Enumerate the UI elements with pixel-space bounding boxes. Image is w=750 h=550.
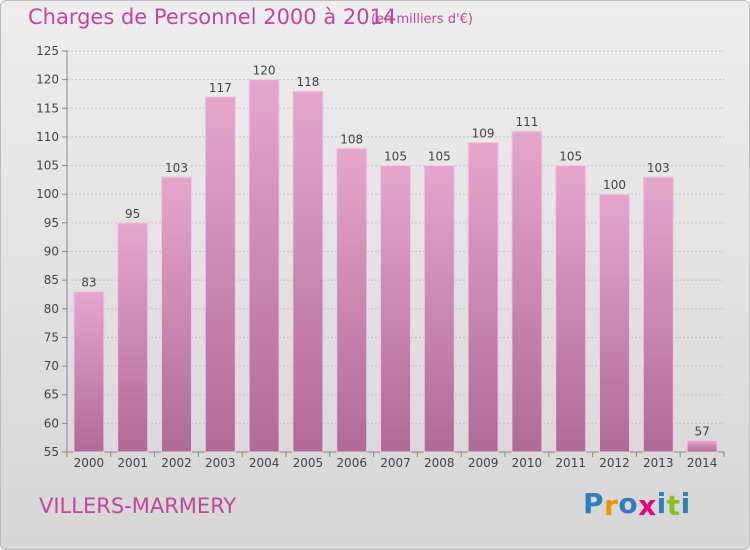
x-tick-label-2006: 2006 [336, 456, 367, 470]
bar-2006 [336, 147, 368, 453]
bar-2009 [467, 142, 499, 453]
y-tick-label: 95 [44, 216, 59, 230]
y-tick-label: 65 [44, 388, 59, 402]
value-label-2008: 105 [428, 150, 451, 164]
x-tick-label-2011: 2011 [555, 456, 586, 470]
bar-2007 [380, 165, 411, 453]
x-tick-label-2004: 2004 [249, 456, 280, 470]
logo-letter: P [583, 487, 605, 520]
value-label-2009: 109 [472, 127, 495, 141]
value-label-2003: 117 [209, 81, 232, 95]
y-tick-label: 115 [36, 101, 59, 115]
value-label-2007: 105 [384, 150, 407, 164]
y-tick-label: 60 [44, 416, 59, 430]
x-tick-label-2014: 2014 [687, 456, 718, 470]
y-tick-label: 110 [36, 130, 59, 144]
y-tick-label: 90 [44, 245, 59, 259]
x-tick-label-2013: 2013 [643, 456, 674, 470]
chart-title: Charges de Personnel 2000 à 2014 [28, 5, 397, 29]
bar-2003 [204, 96, 236, 453]
y-tick-label: 70 [44, 359, 59, 373]
y-tick-label: 120 [36, 73, 59, 87]
value-label-2010: 111 [515, 115, 538, 129]
logo-letter: i [680, 487, 691, 520]
chart-subtitle: (en milliers d'€) [371, 12, 473, 27]
bar-2002 [161, 176, 192, 453]
x-tick-label-2012: 2012 [599, 456, 630, 470]
value-label-2000: 83 [81, 276, 96, 290]
value-labels: 83 95 103 117 120 118 108 105 105 109 111 105 100 103… [81, 64, 709, 439]
bar-2004 [248, 79, 280, 453]
x-tick-label-2009: 2009 [468, 456, 499, 470]
logo-letter: i [656, 487, 667, 520]
x-tick-label-2000: 2000 [74, 456, 105, 470]
value-label-2011: 105 [559, 150, 582, 164]
value-label-2001: 95 [125, 207, 140, 221]
value-label-2002: 103 [165, 161, 188, 175]
x-tick-labels: 2000 2001 2002 2003 2004 2005 2006 2007 2008 2009… [74, 456, 718, 470]
bar-2013 [642, 176, 674, 453]
bar-2008 [423, 165, 455, 453]
bar-2000 [73, 291, 105, 453]
y-tick-label: 125 [36, 44, 59, 58]
y-tick-label: 80 [44, 302, 59, 316]
y-tick-label: 100 [36, 187, 59, 201]
value-label-2014: 57 [694, 425, 709, 439]
x-tick-label-2008: 2008 [424, 456, 455, 470]
bar-2010 [511, 130, 543, 453]
y-tick-label: 55 [44, 445, 59, 459]
x-tick-label-2005: 2005 [293, 456, 324, 470]
bar-2011 [555, 165, 587, 453]
proxiti-logo: Proxiti [583, 487, 691, 522]
y-tick-labels: 55 60 65 70 75 80 85 90 95 100 105 110 115 120 125 [36, 44, 59, 459]
bar-2014 [686, 440, 718, 453]
value-label-2013: 103 [647, 161, 670, 175]
x-tick-label-2003: 2003 [205, 456, 236, 470]
y-tick-label: 85 [44, 273, 59, 287]
logo-letter: o [618, 487, 639, 520]
logo-letter: r [604, 489, 619, 522]
bar-2012 [599, 193, 630, 453]
value-label-2012: 100 [603, 178, 626, 192]
logo-letter: t [666, 489, 681, 522]
bars [73, 79, 718, 453]
y-tick-label: 105 [36, 159, 59, 173]
town-name: VILLERS-MARMERY [39, 494, 237, 518]
bar-2001 [117, 222, 149, 453]
x-tick-label-2002: 2002 [161, 456, 192, 470]
logo-letter: x [638, 489, 657, 522]
x-tick-label-2001: 2001 [117, 456, 148, 470]
bar-2005 [292, 90, 324, 453]
value-label-2005: 118 [296, 75, 319, 89]
x-tick-label-2007: 2007 [380, 456, 411, 470]
value-label-2006: 108 [340, 132, 363, 146]
value-label-2004: 120 [253, 64, 276, 78]
y-tick-label: 75 [44, 330, 59, 344]
x-tick-label-2010: 2010 [512, 456, 543, 470]
